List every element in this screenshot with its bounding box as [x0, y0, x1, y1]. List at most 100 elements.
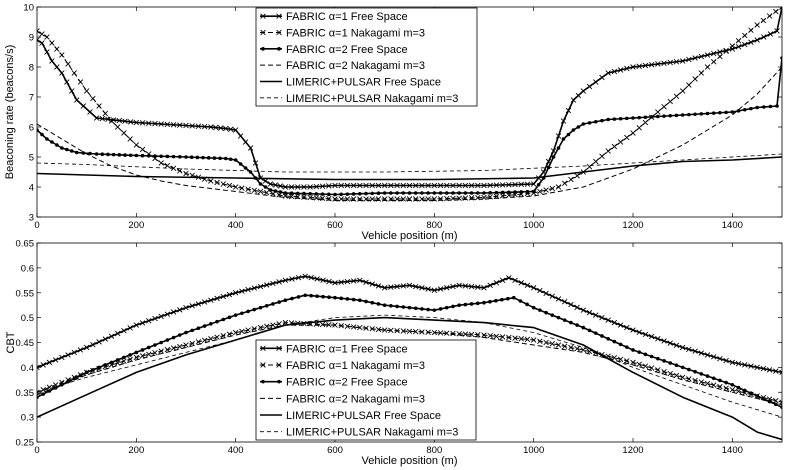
data-point [60, 146, 64, 150]
data-point [570, 97, 577, 103]
data-point [680, 365, 685, 370]
data-point [221, 317, 226, 322]
data-point [692, 55, 698, 61]
x-tick-label: 800 [426, 220, 442, 231]
data-point [524, 181, 531, 187]
data-point [40, 132, 44, 137]
data-point [686, 82, 692, 88]
data-point [152, 350, 158, 356]
data-point [146, 120, 152, 126]
data-point [637, 115, 642, 120]
data-point [295, 274, 302, 281]
data-point [530, 181, 537, 187]
data-point [40, 362, 46, 368]
data-point [394, 182, 400, 189]
legend-label: FABRIC α=1 Nakagami m=3 [286, 28, 425, 40]
data-point [39, 40, 45, 46]
data-point [326, 183, 332, 189]
data-point [729, 43, 736, 49]
data-point [350, 278, 357, 284]
data-point [506, 296, 510, 301]
data-point [288, 184, 295, 190]
data-point [444, 182, 450, 189]
data-point [774, 28, 780, 34]
data-point [121, 358, 127, 364]
x-tick-label: 0 [34, 220, 39, 231]
data-point [761, 34, 767, 40]
data-point [574, 346, 580, 352]
data-point [49, 40, 55, 46]
data-point [65, 61, 71, 67]
data-point [513, 190, 517, 194]
data-point [344, 182, 351, 189]
data-point [123, 153, 127, 157]
data-point [742, 41, 748, 48]
data-point [195, 301, 202, 307]
x-tick-label: 200 [128, 220, 144, 231]
data-point [339, 296, 344, 301]
data-point [748, 39, 754, 45]
data-point [369, 281, 375, 287]
y-tick-label: 0.6 [21, 263, 34, 274]
data-point [91, 368, 95, 372]
data-point [189, 123, 195, 129]
data-point [128, 153, 133, 158]
data-point [599, 74, 605, 81]
data-point [475, 301, 480, 306]
series-fabric-alpha-1-free-space [37, 273, 782, 376]
data-point [649, 115, 654, 119]
data-point [543, 187, 549, 193]
series-line [37, 153, 782, 173]
data-point [767, 31, 774, 37]
data-point [586, 309, 593, 316]
data-point [618, 342, 623, 347]
data-point [661, 369, 667, 375]
data-point [320, 277, 326, 283]
data-point [642, 119, 649, 126]
data-point [736, 385, 741, 390]
data-point [302, 191, 306, 196]
data-point [531, 189, 536, 194]
data-point [158, 313, 164, 320]
data-point [239, 328, 245, 335]
data-point [171, 154, 176, 159]
data-point [164, 311, 171, 317]
data-point [679, 58, 686, 64]
y-axis-label: CBT [5, 331, 17, 353]
data-point [115, 358, 120, 362]
data-point [271, 302, 275, 306]
data-point [388, 182, 394, 189]
data-point [475, 191, 480, 195]
legend-item-fabric-alpha-2-nakagami-m-3: FABRIC α=2 Nakagami m=3 [260, 393, 425, 405]
data-point [426, 191, 430, 195]
y-tick-label: 0.3 [21, 413, 34, 424]
data-point [232, 290, 239, 296]
data-point [301, 184, 307, 190]
data-point [189, 303, 195, 309]
data-point [257, 283, 264, 290]
data-point [668, 361, 673, 365]
data-point [177, 168, 183, 174]
data-point [289, 276, 295, 282]
data-point [314, 276, 320, 282]
data-point [717, 383, 723, 390]
data-point [247, 145, 254, 151]
data-point [561, 180, 568, 186]
data-point [395, 304, 399, 309]
data-point [369, 182, 375, 189]
data-point [208, 336, 214, 342]
data-point [240, 311, 244, 316]
x-tick-label: 600 [327, 220, 343, 231]
data-point [74, 97, 80, 103]
data-point [565, 107, 572, 114]
data-point [761, 105, 766, 109]
data-point [77, 79, 84, 85]
data-point [624, 116, 629, 121]
data-point [69, 149, 74, 153]
data-point [512, 277, 518, 284]
data-point [500, 190, 505, 195]
data-point [648, 333, 655, 340]
data-point [251, 326, 258, 332]
data-point [718, 110, 722, 115]
data-point [177, 333, 182, 337]
